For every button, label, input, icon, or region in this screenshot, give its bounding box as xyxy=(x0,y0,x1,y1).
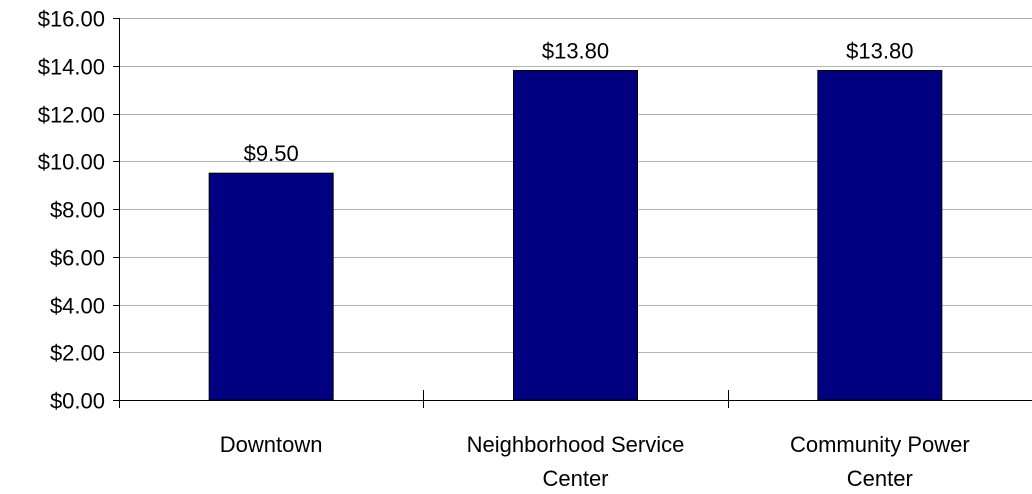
y-tick-label: $6.00 xyxy=(50,246,105,271)
bar xyxy=(817,70,943,401)
y-tick-label: $0.00 xyxy=(50,389,105,414)
category-label: Center xyxy=(847,466,913,491)
category-label: Community Power xyxy=(790,432,970,457)
category-label: Downtown xyxy=(220,432,323,457)
y-tick-label: $14.00 xyxy=(38,55,105,80)
data-label: $13.80 xyxy=(542,39,609,64)
category-label: Neighborhood Service xyxy=(467,432,685,457)
y-tick-label: $16.00 xyxy=(38,7,105,32)
y-tick-label: $10.00 xyxy=(38,150,105,175)
bar xyxy=(513,70,638,401)
data-label: $13.80 xyxy=(846,39,913,64)
category-label: Center xyxy=(542,466,608,491)
axes xyxy=(113,18,1032,408)
data-label: $9.50 xyxy=(244,141,299,166)
y-tick-label: $12.00 xyxy=(38,103,105,128)
y-tick-label: $2.00 xyxy=(50,341,105,366)
bar xyxy=(208,172,334,401)
y-tick-label: $8.00 xyxy=(50,198,105,223)
bars xyxy=(208,70,943,401)
y-tick-label: $4.00 xyxy=(50,294,105,319)
labels: $0.00 $2.00 $4.00 $6.00 $8.00 $10.00 $12.00 $14… xyxy=(38,7,970,492)
